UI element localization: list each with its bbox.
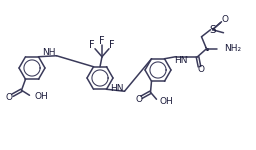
Text: O: O — [221, 15, 228, 24]
Text: F: F — [109, 40, 115, 50]
Text: F: F — [99, 36, 105, 46]
Text: F: F — [89, 40, 95, 50]
Text: NH₂: NH₂ — [225, 44, 242, 53]
Text: O: O — [197, 65, 204, 74]
Text: OH: OH — [35, 92, 48, 101]
Text: ·: · — [204, 43, 207, 53]
Text: NH: NH — [42, 48, 55, 57]
Text: O: O — [6, 93, 13, 102]
Text: HN: HN — [174, 56, 188, 65]
Text: O: O — [135, 95, 142, 104]
Text: OH: OH — [159, 97, 173, 106]
Text: S: S — [209, 25, 216, 35]
Text: HN: HN — [110, 84, 123, 93]
